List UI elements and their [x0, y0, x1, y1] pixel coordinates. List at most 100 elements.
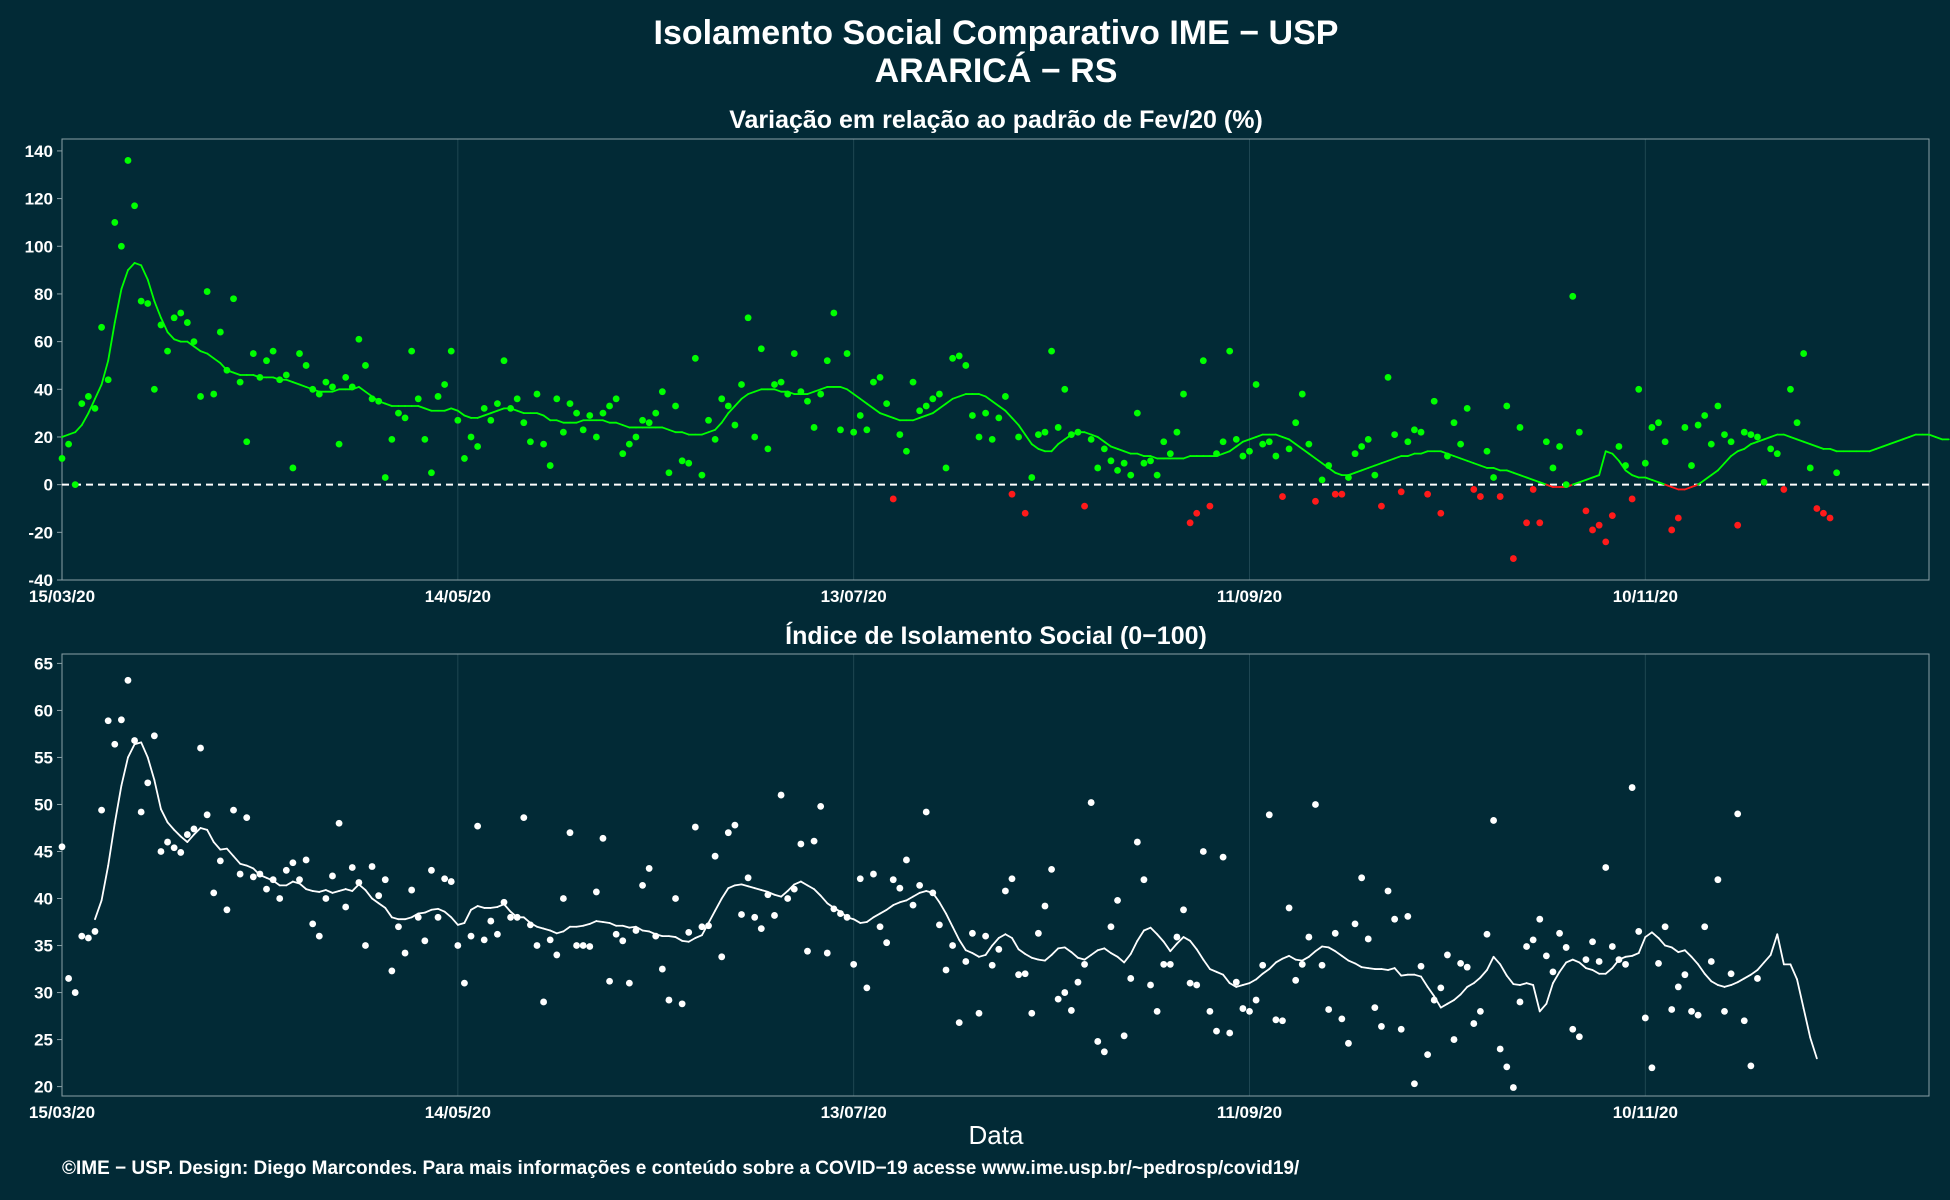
data-point — [375, 397, 383, 405]
trend-segment — [1723, 455, 1732, 465]
data-point — [731, 821, 739, 829]
trend-segment — [450, 407, 459, 412]
data-point — [955, 352, 963, 360]
trend-segment — [1651, 478, 1660, 484]
data-point — [843, 350, 851, 357]
data-point — [1054, 424, 1062, 431]
data-point — [1259, 440, 1267, 448]
data-point — [1331, 490, 1339, 498]
trend-segment — [1004, 933, 1013, 939]
data-point — [1397, 488, 1405, 496]
data-point — [315, 932, 323, 940]
data-point — [395, 923, 402, 931]
data-point — [526, 438, 534, 446]
data-point — [91, 404, 99, 412]
data-point — [1509, 1084, 1517, 1091]
trend-segment — [1730, 981, 1739, 986]
data-point — [1444, 951, 1451, 959]
trend-segment — [1604, 967, 1614, 975]
data-point — [1727, 438, 1735, 446]
data-point — [144, 779, 152, 787]
data-point — [1279, 1017, 1286, 1025]
trend-segment — [1057, 438, 1066, 446]
data-point — [777, 791, 785, 799]
data-point — [830, 309, 838, 317]
data-point — [1602, 864, 1610, 871]
x-tick-label: 13/07/20 — [821, 587, 887, 606]
trend-segment — [483, 412, 492, 417]
data-point — [929, 889, 937, 897]
data-point — [1318, 476, 1326, 484]
trend-segment — [1499, 963, 1508, 977]
data-point — [1589, 938, 1596, 946]
trend-segment — [1888, 440, 1897, 446]
data-point — [1437, 509, 1445, 517]
data-point — [870, 870, 877, 878]
data-point — [1292, 976, 1300, 984]
data-point — [408, 886, 416, 894]
trend-segment — [1571, 958, 1581, 964]
trend-segment — [720, 412, 730, 424]
trend-segment — [1096, 947, 1106, 952]
y-tick-label: 100 — [25, 237, 53, 256]
data-point — [1813, 505, 1821, 512]
trend-segment — [964, 949, 974, 954]
data-point — [573, 409, 580, 417]
trend-segment — [562, 925, 571, 933]
data-point — [65, 975, 72, 982]
data-point — [744, 314, 752, 322]
trend-segment — [153, 779, 162, 811]
trend-segment — [1868, 447, 1878, 453]
data-point — [705, 922, 712, 930]
data-point — [197, 393, 204, 400]
trend-segment — [1776, 933, 1785, 966]
data-point — [1384, 373, 1392, 381]
trend-segment — [1129, 939, 1139, 955]
data-point — [1371, 471, 1379, 479]
trend-segment — [1591, 474, 1601, 479]
trend-segment — [67, 431, 77, 436]
data-point — [652, 409, 660, 417]
trend-segment — [1294, 958, 1304, 962]
trend-segment — [1651, 931, 1660, 939]
trend-segment — [1241, 438, 1251, 443]
data-point — [691, 823, 699, 831]
trend-segment — [918, 414, 928, 419]
trend-segment — [1334, 950, 1343, 957]
trend-segment — [595, 920, 604, 923]
data-point — [414, 913, 422, 921]
data-point — [309, 385, 317, 393]
data-point — [388, 967, 396, 975]
data-point — [368, 863, 376, 870]
trend-segment — [113, 288, 123, 324]
trend-segment — [390, 916, 400, 921]
data-point — [553, 951, 561, 959]
data-point — [1378, 1023, 1385, 1030]
data-point — [830, 905, 838, 913]
data-point — [1615, 956, 1623, 964]
y-tick-label: 60 — [34, 333, 53, 352]
data-point — [84, 934, 92, 942]
trend-segment — [120, 269, 129, 291]
data-point — [1272, 452, 1280, 460]
trend-segment — [417, 911, 426, 915]
trend-segment — [1301, 955, 1310, 962]
data-point — [1674, 983, 1682, 991]
trend-segment — [1307, 452, 1317, 460]
trend-segment — [925, 412, 934, 417]
data-point — [771, 381, 778, 388]
trend-segment — [1736, 977, 1746, 984]
data-point — [804, 397, 811, 405]
trend-segment — [1789, 436, 1798, 441]
trend-segment — [437, 907, 446, 913]
data-point — [1232, 978, 1240, 986]
data-point — [850, 428, 858, 436]
trend-segment — [1512, 983, 1521, 986]
trend-segment — [1538, 481, 1548, 486]
data-point — [1054, 995, 1062, 1003]
data-point — [348, 864, 356, 871]
trend-segment — [793, 880, 802, 886]
trend-segment — [423, 407, 433, 412]
data-point — [559, 428, 567, 436]
data-point — [1397, 1025, 1405, 1033]
